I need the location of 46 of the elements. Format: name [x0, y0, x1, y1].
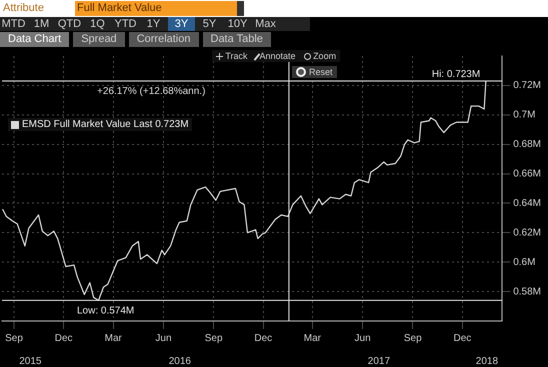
text: Data Table	[202, 32, 271, 47]
y-tick-label: 0.62M	[513, 227, 542, 238]
text: MTD	[0, 17, 26, 31]
x-tick-label: Dec	[254, 332, 272, 344]
text: 1Y	[146, 17, 162, 31]
text: 10Y	[226, 17, 248, 31]
annotation: Zoom	[312, 51, 336, 61]
x-tick-label: Mar	[304, 332, 322, 344]
text: Data Chart	[0, 32, 70, 47]
y-tick-label: 0.58M	[513, 286, 542, 298]
y-tick-label: 0.64M	[513, 198, 542, 209]
text: YTD	[114, 17, 138, 31]
x-tick-label: Dec	[54, 332, 73, 344]
text: Full Market Value	[75, 1, 237, 16]
y-tick-label: 0.68M	[513, 139, 542, 150]
y-tick-label: 0.6M	[513, 256, 536, 268]
ref-line-label: Low: 0.574M	[77, 305, 134, 316]
x-tick-label: Jun	[155, 332, 172, 344]
annotation: Annotate	[258, 51, 296, 61]
text: Attribute	[3, 2, 44, 14]
x-tick-label: Sep	[404, 332, 422, 344]
annotation: +26.17% (+12.68%ann.)	[97, 86, 206, 97]
text: QTD	[56, 17, 82, 31]
text: Max	[254, 17, 277, 31]
x-tick-label: Sep	[5, 332, 24, 344]
text: 1M	[32, 17, 50, 31]
legend-label: EMSD Full Market Value Last 0.723M	[22, 119, 189, 130]
x-tick-label: Mar	[104, 332, 123, 344]
x-tick-label: Sep	[204, 332, 223, 344]
text: 3Y	[168, 17, 195, 31]
x2-tick-label: 2016	[168, 356, 192, 367]
annotation: Track	[224, 51, 248, 61]
ref-line-label: Hi: 0.723M	[432, 69, 480, 80]
y-tick-label: 0.72M	[513, 80, 542, 92]
x2-tick-label: 2018	[476, 356, 498, 367]
x2-tick-label: 2015	[19, 356, 42, 367]
x-tick-label: Dec	[453, 332, 472, 344]
y-tick-label: 0.7M	[513, 110, 536, 121]
annotation: Reset	[309, 67, 333, 77]
text: Correlation	[128, 32, 198, 47]
text: Spread	[73, 32, 125, 47]
x2-tick-label: 2017	[368, 356, 390, 367]
text: 5Y	[202, 17, 218, 31]
x-tick-label: Jun	[354, 332, 371, 344]
y-tick-label: 0.66M	[513, 168, 542, 180]
text: 1Q	[89, 17, 106, 31]
